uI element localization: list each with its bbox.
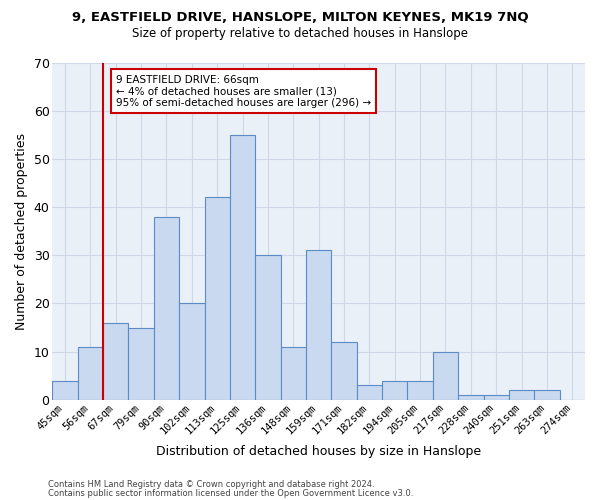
Bar (458, 395, 484, 400)
Bar (357, 386, 382, 400)
Bar (255, 255, 281, 400)
Bar (128, 328, 154, 400)
Bar (382, 380, 407, 400)
X-axis label: Distribution of detached houses by size in Hanslope: Distribution of detached houses by size … (156, 444, 481, 458)
Bar (230, 135, 255, 400)
Bar (306, 250, 331, 400)
Text: 9, EASTFIELD DRIVE, HANSLOPE, MILTON KEYNES, MK19 7NQ: 9, EASTFIELD DRIVE, HANSLOPE, MILTON KEY… (71, 11, 529, 24)
Bar (433, 352, 458, 400)
Y-axis label: Number of detached properties: Number of detached properties (15, 132, 28, 330)
Bar (52, 380, 77, 400)
Bar (205, 198, 230, 400)
Bar (179, 304, 205, 400)
Text: Contains public sector information licensed under the Open Government Licence v3: Contains public sector information licen… (48, 488, 413, 498)
Bar (509, 390, 534, 400)
Bar (407, 380, 433, 400)
Bar (154, 216, 179, 400)
Bar (484, 395, 509, 400)
Bar (534, 390, 560, 400)
Bar (77, 347, 103, 400)
Text: Contains HM Land Registry data © Crown copyright and database right 2024.: Contains HM Land Registry data © Crown c… (48, 480, 374, 489)
Text: 9 EASTFIELD DRIVE: 66sqm
← 4% of detached houses are smaller (13)
95% of semi-de: 9 EASTFIELD DRIVE: 66sqm ← 4% of detache… (116, 74, 371, 108)
Text: Size of property relative to detached houses in Hanslope: Size of property relative to detached ho… (132, 28, 468, 40)
Bar (103, 322, 128, 400)
Bar (331, 342, 357, 400)
Bar (281, 347, 306, 400)
